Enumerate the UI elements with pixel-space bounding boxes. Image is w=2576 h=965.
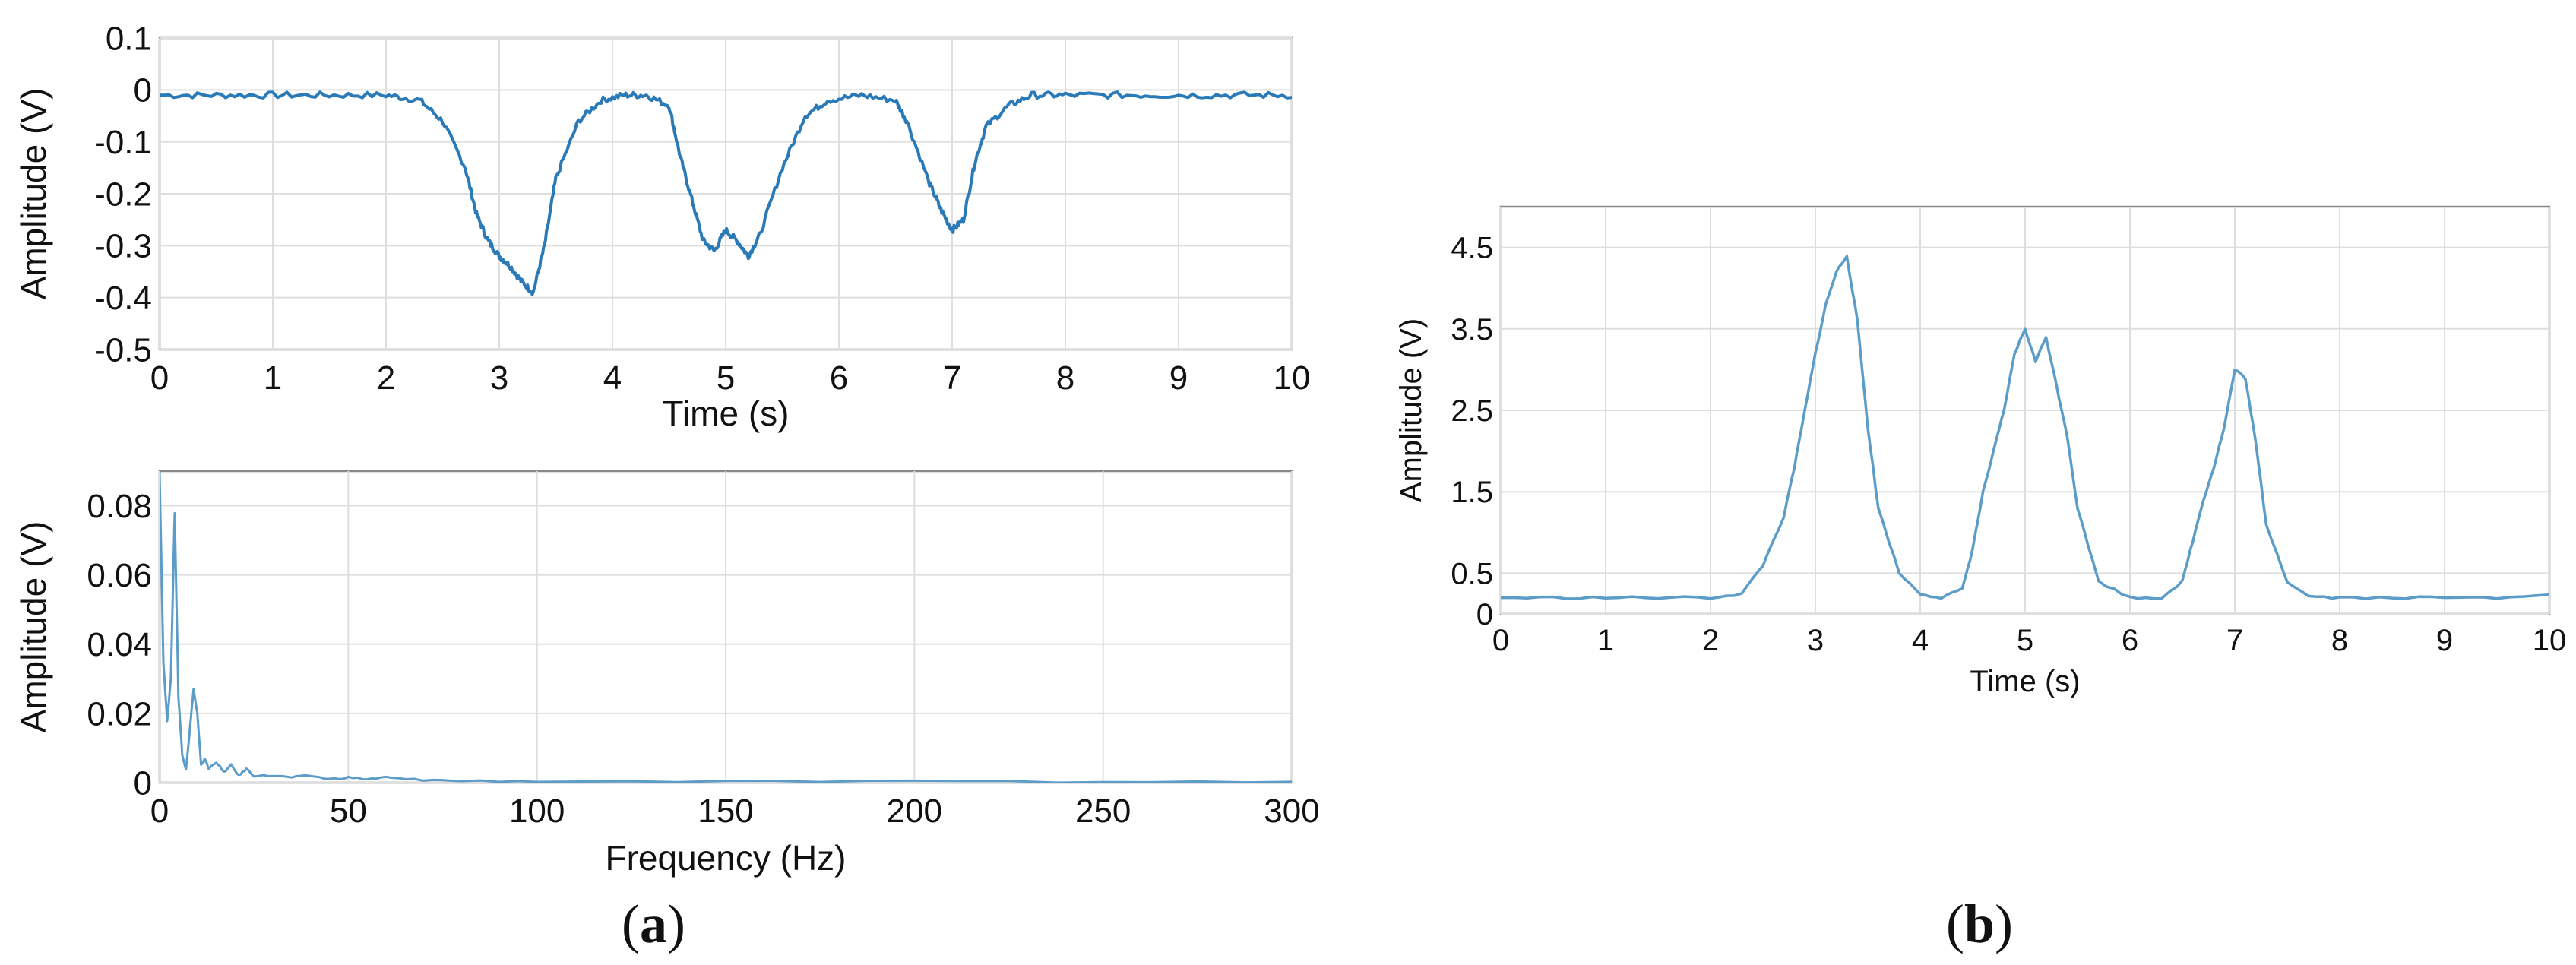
- x-tick-label: 10: [2533, 624, 2567, 657]
- x-axis-label: Frequency (Hz): [606, 838, 847, 878]
- x-tick-label: 7: [943, 359, 961, 397]
- y-tick-label: 0: [134, 764, 152, 802]
- y-tick-label: 0: [1476, 598, 1493, 631]
- x-tick-label: 300: [1264, 793, 1319, 830]
- y-tick-label: -0.3: [94, 228, 152, 265]
- y-tick-label: -0.2: [94, 176, 152, 213]
- y-tick-label: 0.02: [87, 695, 152, 732]
- series-line: [1501, 255, 2549, 600]
- x-tick-label: 200: [887, 793, 942, 830]
- x-tick-label: 1: [1597, 624, 1614, 657]
- y-tick-label: 0: [134, 72, 152, 109]
- x-tick-label: 7: [2226, 624, 2243, 657]
- x-tick-label: 0: [1492, 624, 1509, 657]
- x-tick-label: 4: [1912, 624, 1929, 657]
- x-tick-label: 3: [1807, 624, 1824, 657]
- y-tick-label: -0.1: [94, 124, 152, 161]
- x-tick-label: 6: [830, 359, 848, 397]
- x-axis-label: Time (s): [1970, 665, 2080, 698]
- x-tick-label: 150: [698, 793, 753, 830]
- x-tick-label: 2: [377, 359, 395, 397]
- x-tick-label: 0: [150, 359, 169, 397]
- x-tick-label: 6: [2122, 624, 2138, 657]
- series-line: [160, 90, 1292, 296]
- x-tick-label: 8: [1056, 359, 1074, 397]
- y-axis-label: Amplitude (V): [14, 88, 53, 300]
- x-tick-label: 9: [2436, 624, 2453, 657]
- y-axis-label: Amplitude (V): [14, 521, 53, 733]
- x-tick-label: 8: [2331, 624, 2348, 657]
- y-tick-label: 4.5: [1451, 232, 1493, 265]
- chart-a-frequency-spectrum: 0 50 100 150 200 250 300 0 0.02 0.04 0.06 0.08 Frequ…: [14, 470, 1320, 878]
- y-tick-label: 0.04: [87, 626, 152, 663]
- y-tick-label: -0.5: [94, 331, 152, 369]
- x-tick-label: 100: [509, 793, 565, 830]
- x-tick-label: 4: [603, 359, 622, 397]
- y-tick-label: 0.08: [87, 488, 152, 525]
- x-tick-label: 5: [2017, 624, 2033, 657]
- x-tick-label: 2: [1702, 624, 1719, 657]
- x-tick-label: 5: [717, 359, 735, 397]
- x-tick-label: 250: [1075, 793, 1131, 830]
- y-tick-label: 0.5: [1451, 557, 1493, 590]
- x-tick-label: 50: [330, 793, 367, 830]
- y-tick-label: 1.5: [1451, 476, 1493, 509]
- y-tick-label: 3.5: [1451, 313, 1493, 346]
- panel-label-a: (a): [622, 894, 685, 954]
- y-tick-label: -0.4: [94, 280, 152, 317]
- y-tick-label: 0.06: [87, 557, 152, 594]
- series-line: [160, 471, 1292, 783]
- x-tick-label: 3: [490, 359, 508, 397]
- y-tick-label: 0.1: [106, 20, 152, 57]
- chart-b-time-domain: 0 1 2 3 4 5 6 7 8 9 10 0 0.5 1.5 2.5 3.5 4.5 Time (s) Ampl…: [1394, 205, 2567, 698]
- panel-label-b: (b): [1946, 894, 2013, 954]
- chart-a-time-domain: 0 1 2 3 4 5 6 7 8 9 10 0.1 0 -0.1 -0.2 -0.3 -0.4 -0.5 Time…: [14, 20, 1310, 433]
- x-axis-label: Time (s): [663, 394, 790, 433]
- x-tick-label: 0: [150, 793, 169, 830]
- x-tick-label: 9: [1169, 359, 1188, 397]
- y-axis-label: Amplitude (V): [1394, 318, 1428, 502]
- y-tick-label: 2.5: [1451, 394, 1493, 428]
- x-tick-label: 10: [1274, 359, 1311, 397]
- x-tick-label: 1: [264, 359, 282, 397]
